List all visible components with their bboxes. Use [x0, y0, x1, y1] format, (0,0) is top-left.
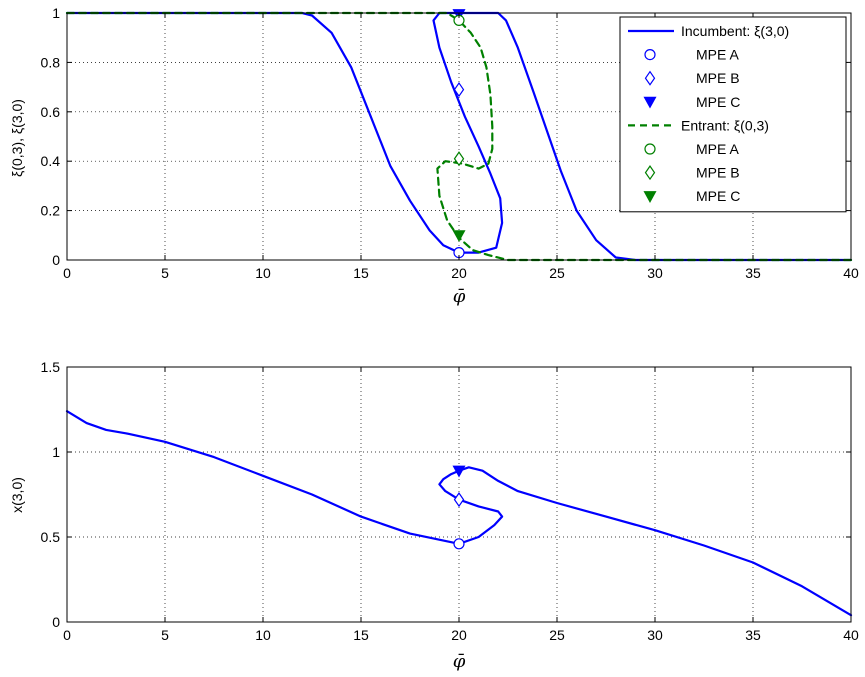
- bottom-marker-mpe-b: [453, 492, 465, 508]
- legend-label: MPE C: [696, 188, 740, 204]
- top-x-tick-label: 0: [63, 265, 71, 281]
- bottom-markers: [452, 465, 466, 550]
- legend-label: MPE B: [696, 165, 740, 181]
- top-series: [65, 11, 853, 262]
- legend-label: MPE B: [696, 70, 740, 86]
- bottom-x-tick-label: 20: [451, 627, 467, 643]
- top-y-tick-label: 0: [52, 252, 60, 268]
- legend-label: Entrant: ξ(0,3): [681, 117, 769, 133]
- top-x-tick-label: 25: [549, 265, 565, 281]
- bottom-x-tick-label: 35: [745, 627, 761, 643]
- top-x-axis-label: φ̄: [453, 286, 466, 307]
- legend-entry: MPE B: [644, 165, 740, 181]
- legend-marker-swatch: [644, 143, 656, 155]
- legend-entry: Entrant: ξ(0,3): [628, 117, 769, 133]
- legend-entry: Incumbent: ξ(3,0): [628, 23, 789, 39]
- top-y-tick-label: 1: [52, 5, 60, 21]
- bottom-x-tick-label: 15: [353, 627, 369, 643]
- legend-entry: MPE C: [643, 188, 740, 204]
- top-y-tick-label: 0.2: [41, 203, 61, 219]
- legend-marker-swatch: [644, 70, 656, 86]
- legend-marker-swatch: [644, 165, 656, 181]
- legend: Incumbent: ξ(3,0) MPE A MPE B MPE C Entrant:…: [619, 16, 847, 213]
- top-x-tick-label: 30: [647, 265, 663, 281]
- top-marker-mpe-c-entrant: [452, 230, 466, 243]
- legend-entry: MPE A: [644, 47, 739, 63]
- top-series-line-1: [65, 11, 853, 262]
- legend-marker-swatch: [643, 96, 657, 109]
- legend-label: Incumbent: ξ(3,0): [681, 23, 789, 39]
- top-markers: [452, 9, 466, 259]
- top-y-axis-label: ξ(0,3), ξ(3,0): [9, 99, 25, 177]
- bottom-ticks: 0 5 10 15 20 25 30 35 40 0 0.5 1 1.5: [41, 359, 859, 643]
- legend-label: MPE C: [696, 94, 740, 110]
- bottom-x-tick-label: 5: [161, 627, 169, 643]
- top-x-tick-label: 40: [843, 265, 859, 281]
- legend-entry: MPE C: [643, 94, 740, 110]
- top-ticks: 0 5 10 15 20 25 30 35 40 0 0.2 0.4 0.6 0.8 1: [41, 5, 859, 281]
- legend-label: MPE A: [696, 47, 739, 63]
- bottom-gridlines: [67, 367, 851, 622]
- bottom-marker-mpe-c: [452, 465, 466, 478]
- top-x-tick-label: 5: [161, 265, 169, 281]
- bottom-y-tick-label: 1.5: [41, 359, 61, 375]
- top-marker-mpe-b-entrant: [453, 151, 465, 167]
- top-x-tick-label: 35: [745, 265, 761, 281]
- top-chart-panel: 0 5 10 15 20 25 30 35 40 0 0.2 0.4 0.6 0.8 1 φ̄ ξ(0,3)…: [9, 5, 859, 307]
- top-x-tick-label: 20: [451, 265, 467, 281]
- bottom-x-tick-label: 40: [843, 627, 859, 643]
- legend-entry: MPE A: [644, 141, 739, 157]
- legend-box: [619, 16, 847, 213]
- top-x-tick-label: 15: [353, 265, 369, 281]
- bottom-chart-panel: 0 5 10 15 20 25 30 35 40 0 0.5 1 1.5 φ̄ x(3,0): [9, 359, 859, 672]
- bottom-y-tick-label: 0: [52, 614, 60, 630]
- top-y-tick-label: 0.8: [41, 54, 61, 70]
- bottom-x-tick-label: 30: [647, 627, 663, 643]
- top-marker-mpe-b-incumbent: [453, 82, 465, 98]
- bottom-x-tick-label: 10: [255, 627, 271, 643]
- bottom-marker-mpe-a: [453, 538, 465, 550]
- top-x-tick-label: 10: [255, 265, 271, 281]
- top-y-tick-label: 0.6: [41, 104, 61, 120]
- bottom-x-axis-label: φ̄: [453, 651, 466, 672]
- legend-marker-swatch: [644, 48, 656, 61]
- top-series-line-0: [65, 11, 853, 262]
- bottom-y-axis-label: x(3,0): [9, 477, 25, 513]
- legend-label: MPE A: [696, 141, 739, 157]
- legend-entry: MPE B: [644, 70, 740, 86]
- legend-marker-swatch: [643, 191, 657, 203]
- bottom-y-tick-label: 1: [52, 444, 60, 460]
- bottom-x-tick-label: 25: [549, 627, 565, 643]
- top-y-tick-label: 0.4: [41, 153, 61, 169]
- bottom-x-tick-label: 0: [63, 627, 71, 643]
- bottom-y-tick-label: 0.5: [41, 529, 61, 545]
